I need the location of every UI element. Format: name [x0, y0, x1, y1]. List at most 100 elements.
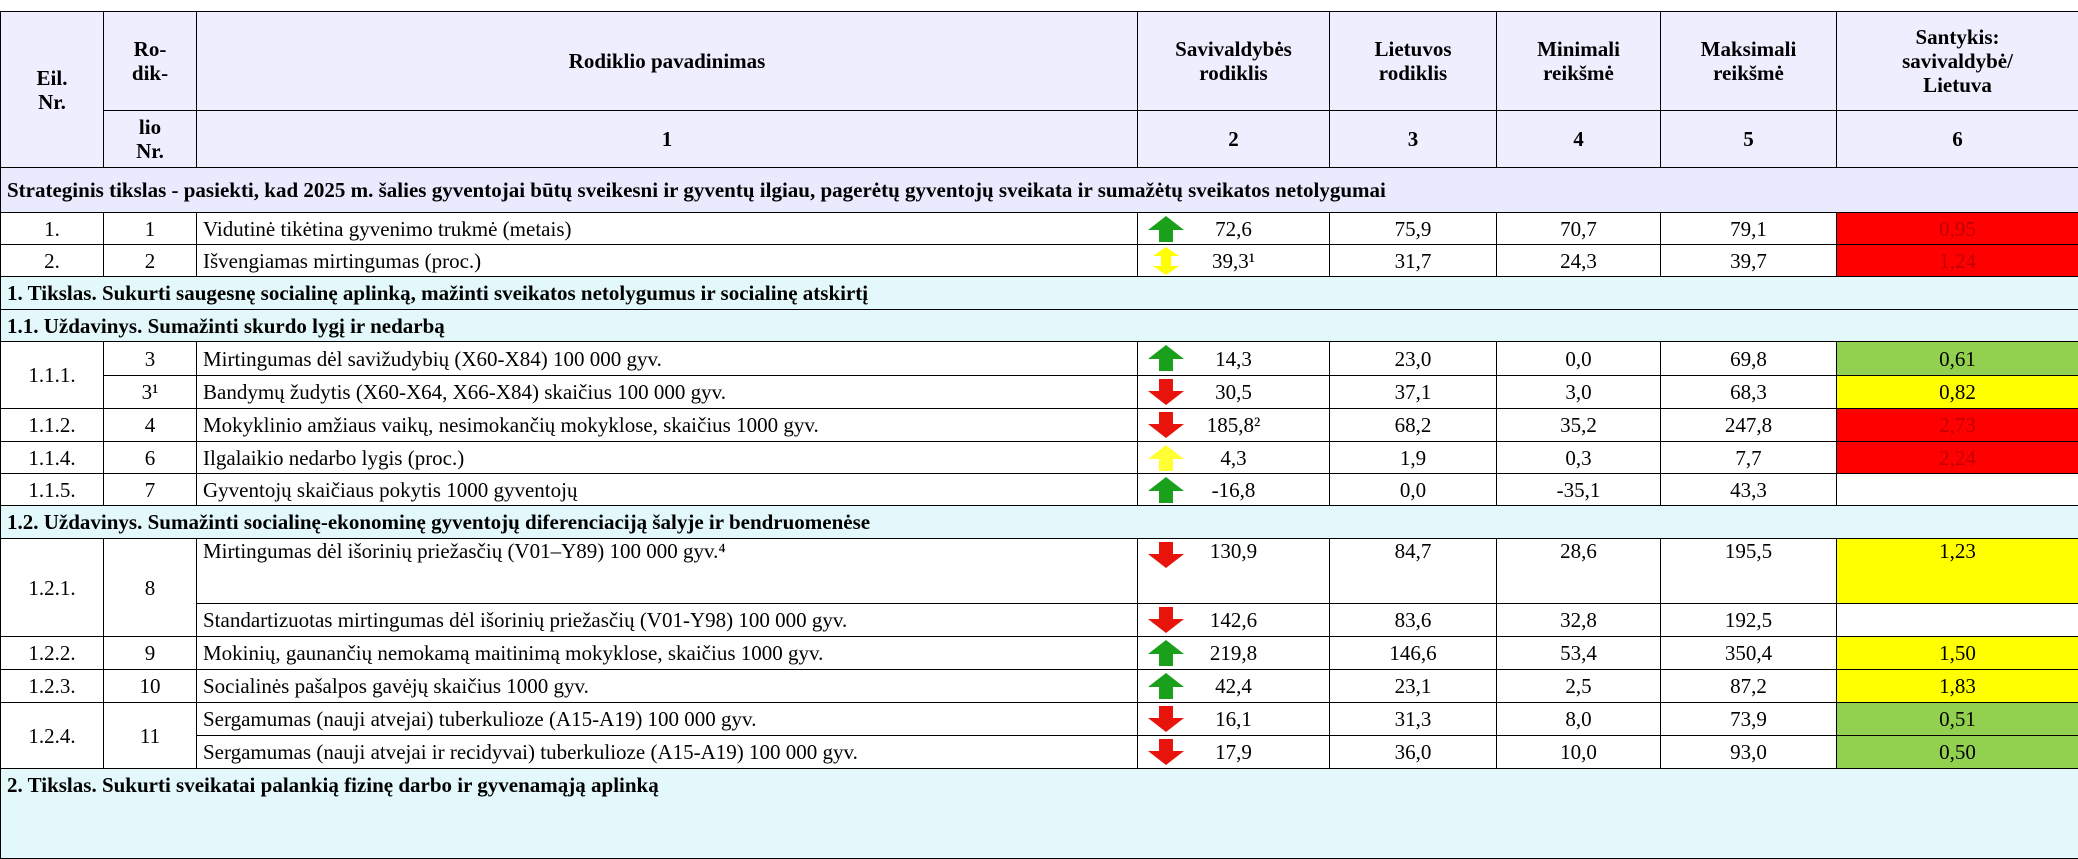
cell: Standartizuotas mirtingumas dėl išorinių… [197, 604, 1138, 637]
cell: Rodiklio pavadinimas [197, 12, 1138, 111]
arrow-icon [1146, 705, 1186, 733]
cell: 8,0 [1497, 703, 1661, 736]
cell: 2 [1138, 111, 1330, 168]
cell: 2,73 [1837, 409, 2078, 442]
cell: Strateginis tikslas - pasiekti, kad 2025… [1, 168, 2078, 213]
text: 16,1 [1215, 707, 1252, 731]
cell: 2 [104, 245, 197, 277]
text: Minimali [1503, 37, 1654, 61]
trend-arrow [1146, 606, 1186, 634]
cell: 0,0 [1330, 474, 1497, 506]
arrow-icon [1146, 738, 1186, 766]
cell: 28,6 [1497, 539, 1661, 604]
text: Lietuvos [1336, 37, 1490, 61]
trend-arrow [1146, 344, 1186, 372]
text: 142,6 [1210, 608, 1257, 632]
row: Strateginis tikslas - pasiekti, kad 2025… [1, 168, 2078, 213]
cell: 30,5 [1138, 376, 1330, 409]
cell: 7,7 [1661, 442, 1837, 474]
cell: 1.2.1. [1, 539, 104, 637]
cell: 350,4 [1661, 637, 1837, 670]
cell: 192,5 [1661, 604, 1837, 637]
text: 42,4 [1215, 674, 1252, 698]
cell: Mirtingumas dėl išorinių priežasčių (V01… [197, 539, 1138, 604]
text: 17,9 [1215, 740, 1252, 764]
row: 1.2. Uždavinys. Sumažinti socialinę-ekon… [1, 506, 2078, 539]
cell: 24,3 [1497, 245, 1661, 277]
cell: 1,83 [1837, 670, 2078, 703]
arrow-icon [1146, 247, 1186, 275]
cell: 4 [104, 409, 197, 442]
cell: 4,3 [1138, 442, 1330, 474]
cell: 3,0 [1497, 376, 1661, 409]
cell: 0,3 [1497, 442, 1661, 474]
cell: 1,23 [1837, 539, 2078, 604]
text: Ro- [110, 37, 190, 61]
cell: 4 [1497, 111, 1661, 168]
cell [1837, 474, 2078, 506]
arrow-icon [1146, 344, 1186, 372]
text: lio [110, 115, 190, 139]
cell: 1,9 [1330, 442, 1497, 474]
arrow-icon [1146, 444, 1186, 472]
cell: 0,95 [1837, 213, 2078, 245]
arrow-icon [1146, 606, 1186, 634]
text: 72,6 [1215, 217, 1252, 241]
cell: 68,2 [1330, 409, 1497, 442]
text: Savivaldybės [1144, 37, 1323, 61]
trend-arrow [1146, 705, 1186, 733]
cell: 1 [197, 111, 1138, 168]
cell: Bandymų žudytis (X60-X64, X66-X84) skaič… [197, 376, 1138, 409]
cell: 2. Tikslas. Sukurti sveikatai palankią f… [1, 769, 2078, 859]
trend-arrow [1146, 411, 1186, 439]
cell: 75,9 [1330, 213, 1497, 245]
cell: 1,24 [1837, 245, 2078, 277]
text: Maksimali [1667, 37, 1830, 61]
trend-arrow [1146, 738, 1186, 766]
cell: 247,8 [1661, 409, 1837, 442]
text: Nr. [110, 139, 190, 163]
cell: 39,7 [1661, 245, 1837, 277]
cell: Eil.Nr. [1, 12, 104, 168]
text: 185,8² [1207, 413, 1261, 437]
cell: -16,8 [1138, 474, 1330, 506]
cell: 43,3 [1661, 474, 1837, 506]
cell: 1.2. Uždavinys. Sumažinti socialinę-ekon… [1, 506, 2078, 539]
cell: 1 [104, 213, 197, 245]
cell: 73,9 [1661, 703, 1837, 736]
cell: 39,3¹ [1138, 245, 1330, 277]
indicator-table: Eil.Nr. Ro-dik- Rodiklio pavadinimas Sav… [0, 11, 2078, 859]
cell: 36,0 [1330, 736, 1497, 769]
cell: 68,3 [1661, 376, 1837, 409]
arrow-icon [1146, 541, 1186, 569]
cell: Vidutinė tikėtina gyvenimo trukmė (metai… [197, 213, 1138, 245]
cell: 0,50 [1837, 736, 2078, 769]
cell: 1.1.5. [1, 474, 104, 506]
text: dik- [110, 61, 190, 85]
text: savivaldybė/ [1843, 49, 2072, 73]
trend-arrow [1146, 639, 1186, 667]
cell: 53,4 [1497, 637, 1661, 670]
cell: Gyventojų skaičiaus pokytis 1000 gyvento… [197, 474, 1138, 506]
text: 130,9 [1210, 539, 1257, 563]
cell: 2,5 [1497, 670, 1661, 703]
cell: Socialinės pašalpos gavėjų skaičius 1000… [197, 670, 1138, 703]
cell: 16,1 [1138, 703, 1330, 736]
trend-arrow [1146, 541, 1186, 569]
text: Eil. [7, 66, 97, 90]
cell: 42,4 [1138, 670, 1330, 703]
row: Eil.Nr. Ro-dik- Rodiklio pavadinimas Sav… [1, 12, 2078, 111]
cell: 31,3 [1330, 703, 1497, 736]
cell: 5 [1661, 111, 1837, 168]
arrow-icon [1146, 378, 1186, 406]
cell: 17,9 [1138, 736, 1330, 769]
cell: 6 [104, 442, 197, 474]
